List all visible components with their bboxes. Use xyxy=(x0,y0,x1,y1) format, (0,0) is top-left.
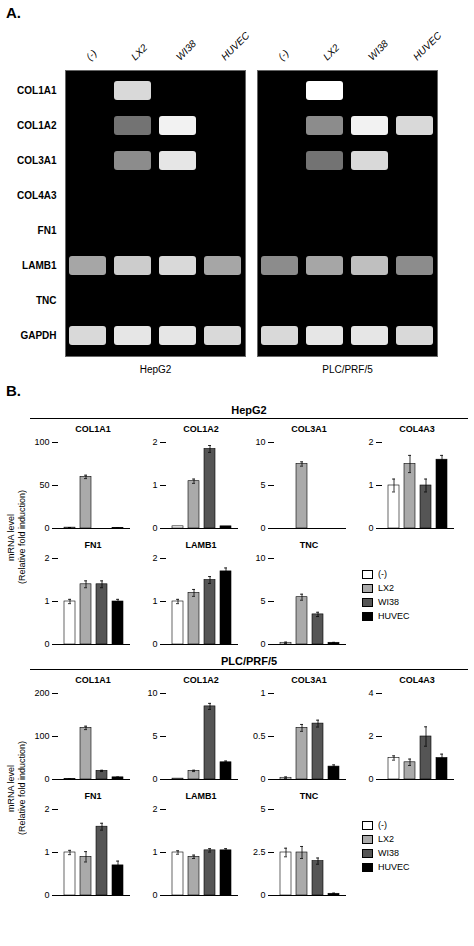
svg-text:1: 1 xyxy=(152,480,157,490)
svg-text:4: 4 xyxy=(368,688,373,698)
svg-text:10: 10 xyxy=(255,553,265,563)
svg-text:0: 0 xyxy=(368,523,373,533)
svg-text:2: 2 xyxy=(44,804,49,814)
svg-text:0: 0 xyxy=(44,639,49,649)
html-text:COL1A2: COL1A2 xyxy=(183,675,219,685)
svg-text:2: 2 xyxy=(152,437,157,447)
svg-text:1: 1 xyxy=(260,688,265,698)
svg-text:5: 5 xyxy=(152,731,157,741)
svg-text:LX2: LX2 xyxy=(321,42,342,63)
svg-text:COL1A1: COL1A1 xyxy=(17,85,57,96)
svg-text:2: 2 xyxy=(44,553,49,563)
svg-text:2: 2 xyxy=(152,553,157,563)
html-text:COL4A3: COL4A3 xyxy=(399,675,435,685)
svg-text:(-): (-) xyxy=(84,47,99,62)
svg-text:COL1A2: COL1A2 xyxy=(17,120,57,131)
html-text:HUVEC: HUVEC xyxy=(378,862,410,872)
svg-text:5: 5 xyxy=(260,596,265,606)
svg-text:0: 0 xyxy=(152,523,157,533)
svg-text:2: 2 xyxy=(152,804,157,814)
svg-text:100: 100 xyxy=(34,437,49,447)
svg-text:COL3A1: COL3A1 xyxy=(17,155,57,166)
html-text:B.: B. xyxy=(6,382,21,399)
html-text:TNC: TNC xyxy=(299,791,319,801)
html-text:A.: A. xyxy=(6,4,21,21)
svg-text:2: 2 xyxy=(368,437,373,447)
svg-text:2.5: 2.5 xyxy=(253,847,266,857)
html-text:mRNA level (Relative fold indu: mRNA level (Relative fold induction) xyxy=(6,741,27,835)
html-text:PLC/PRF/5: PLC/PRF/5 xyxy=(220,655,278,667)
svg-text:0: 0 xyxy=(260,774,265,784)
svg-text:GAPDH: GAPDH xyxy=(20,330,56,341)
html-text:COL4A3: COL4A3 xyxy=(399,424,435,434)
html-text:HUVEC: HUVEC xyxy=(378,611,410,621)
svg-text:0: 0 xyxy=(368,774,373,784)
svg-text:0.5: 0.5 xyxy=(253,731,266,741)
svg-text:WI38: WI38 xyxy=(174,38,199,63)
svg-text:100: 100 xyxy=(34,731,49,741)
svg-text:HepG2: HepG2 xyxy=(140,364,172,375)
svg-text:10: 10 xyxy=(147,688,157,698)
svg-text:TNC: TNC xyxy=(36,295,57,306)
html-text:COL3A1: COL3A1 xyxy=(291,675,327,685)
html-text:LX2: LX2 xyxy=(378,834,394,844)
svg-text:0: 0 xyxy=(260,639,265,649)
svg-text:PLC/PRF/5: PLC/PRF/5 xyxy=(322,364,373,375)
html-text:FN1: FN1 xyxy=(84,540,102,550)
svg-text:LX2: LX2 xyxy=(129,42,150,63)
svg-text:5: 5 xyxy=(260,804,265,814)
svg-text:50: 50 xyxy=(39,480,49,490)
html-text:COL3A1: COL3A1 xyxy=(291,424,327,434)
svg-text:0: 0 xyxy=(260,523,265,533)
svg-text:LAMB1: LAMB1 xyxy=(22,260,57,271)
svg-text:5: 5 xyxy=(260,480,265,490)
html-text:mRNA level (Relative fold indu: mRNA level (Relative fold induction) xyxy=(6,490,27,584)
svg-text:1: 1 xyxy=(152,596,157,606)
html-text:WI38: WI38 xyxy=(378,597,399,607)
html-text:TNC: TNC xyxy=(299,540,319,550)
html-text:LAMB1: LAMB1 xyxy=(185,791,217,801)
svg-text:HUVEC: HUVEC xyxy=(219,29,252,62)
svg-text:0: 0 xyxy=(152,639,157,649)
html-text:HepG2: HepG2 xyxy=(231,404,267,416)
html-text:LAMB1: LAMB1 xyxy=(185,540,217,550)
svg-text:0: 0 xyxy=(152,890,157,900)
svg-text:HUVEC: HUVEC xyxy=(411,29,444,62)
html-text:COL1A1: COL1A1 xyxy=(75,675,111,685)
svg-text:0: 0 xyxy=(44,523,49,533)
html-text:COL1A1: COL1A1 xyxy=(75,424,111,434)
svg-text:1: 1 xyxy=(44,847,49,857)
svg-text:(-): (-) xyxy=(276,47,291,62)
svg-text:1: 1 xyxy=(152,847,157,857)
html-text:COL1A2: COL1A2 xyxy=(183,424,219,434)
svg-text:0: 0 xyxy=(152,774,157,784)
svg-text:0: 0 xyxy=(260,890,265,900)
svg-text:COL4A3: COL4A3 xyxy=(17,190,57,201)
svg-text:0: 0 xyxy=(44,774,49,784)
svg-text:1: 1 xyxy=(44,596,49,606)
html-text:FN1: FN1 xyxy=(84,791,102,801)
html-text:WI38: WI38 xyxy=(378,848,399,858)
svg-text:200: 200 xyxy=(34,688,49,698)
svg-text:FN1: FN1 xyxy=(38,225,57,236)
svg-text:WI38: WI38 xyxy=(366,38,391,63)
svg-text:1: 1 xyxy=(368,480,373,490)
svg-text:10: 10 xyxy=(255,437,265,447)
svg-text:0: 0 xyxy=(44,890,49,900)
svg-text:2: 2 xyxy=(368,731,373,741)
html-text:LX2: LX2 xyxy=(378,583,394,593)
